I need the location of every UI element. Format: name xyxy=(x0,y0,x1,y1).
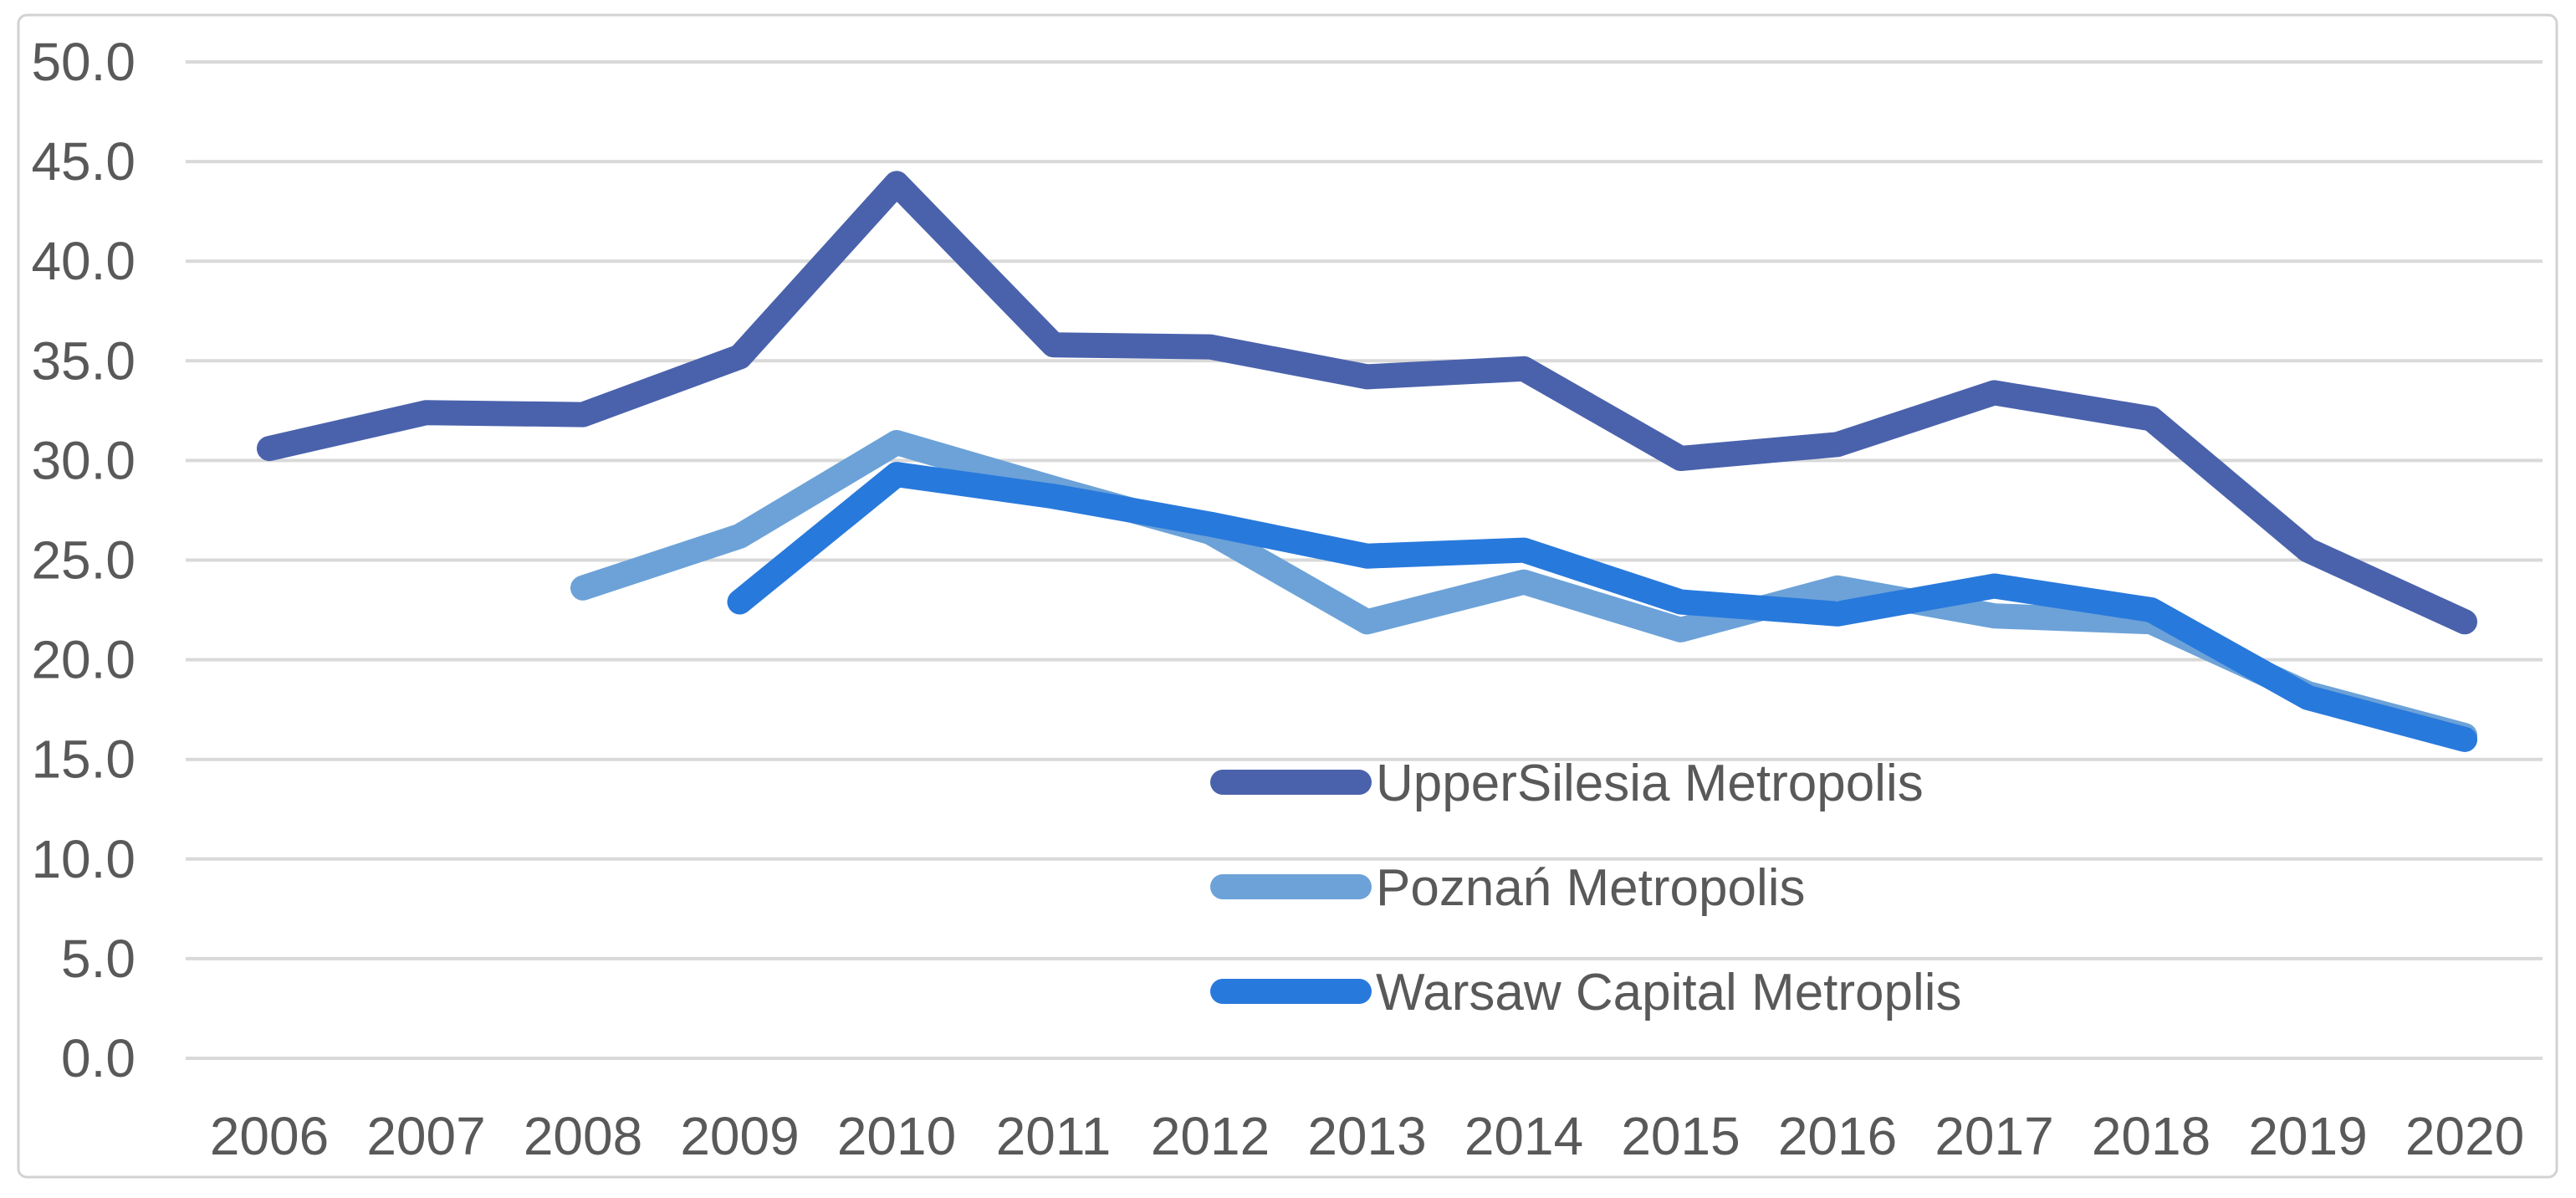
y-tick-label: 30.0 xyxy=(31,430,135,490)
y-tick-label: 10.0 xyxy=(31,829,135,889)
x-tick-label: 2007 xyxy=(366,1106,485,1166)
x-tick-label: 2009 xyxy=(680,1106,799,1166)
y-tick-label: 35.0 xyxy=(31,330,135,391)
series-line-warsaw-capital-metroplis xyxy=(727,462,2477,752)
y-tick-label: 45.0 xyxy=(31,131,135,192)
x-tick-label: 2006 xyxy=(210,1106,329,1166)
x-tick-label: 2019 xyxy=(2248,1106,2367,1166)
x-tick-label: 2012 xyxy=(1151,1106,1270,1166)
x-tick-label: 2013 xyxy=(1307,1106,1426,1166)
y-tick-label: 0.0 xyxy=(61,1028,135,1088)
legend-label: UpperSilesia Metropolis xyxy=(1376,755,1924,812)
legend-label: Warsaw Capital Metroplis xyxy=(1376,964,1962,1021)
x-tick-label: 2020 xyxy=(2405,1106,2524,1166)
x-tick-label: 2018 xyxy=(2092,1106,2211,1166)
series-line-uppersilesia-metropolis xyxy=(257,171,2477,635)
y-tick-label: 20.0 xyxy=(31,630,135,690)
x-tick-label: 2011 xyxy=(996,1106,1112,1166)
y-tick-label: 15.0 xyxy=(31,730,135,790)
x-tick-label: 2017 xyxy=(1935,1106,2053,1166)
y-tick-label: 25.0 xyxy=(31,530,135,591)
chart-border xyxy=(17,13,2558,1179)
y-tick-label: 5.0 xyxy=(61,929,135,989)
x-tick-label: 2015 xyxy=(1621,1106,1740,1166)
legend-label: Poznań Metropolis xyxy=(1376,859,1806,917)
x-tick-label: 2008 xyxy=(524,1106,642,1166)
y-tick-label: 40.0 xyxy=(31,231,135,291)
x-tick-label: 2016 xyxy=(1778,1106,1897,1166)
y-tick-label: 50.0 xyxy=(31,32,135,92)
x-tick-label: 2014 xyxy=(1464,1106,1583,1166)
x-tick-label: 2010 xyxy=(837,1106,956,1166)
